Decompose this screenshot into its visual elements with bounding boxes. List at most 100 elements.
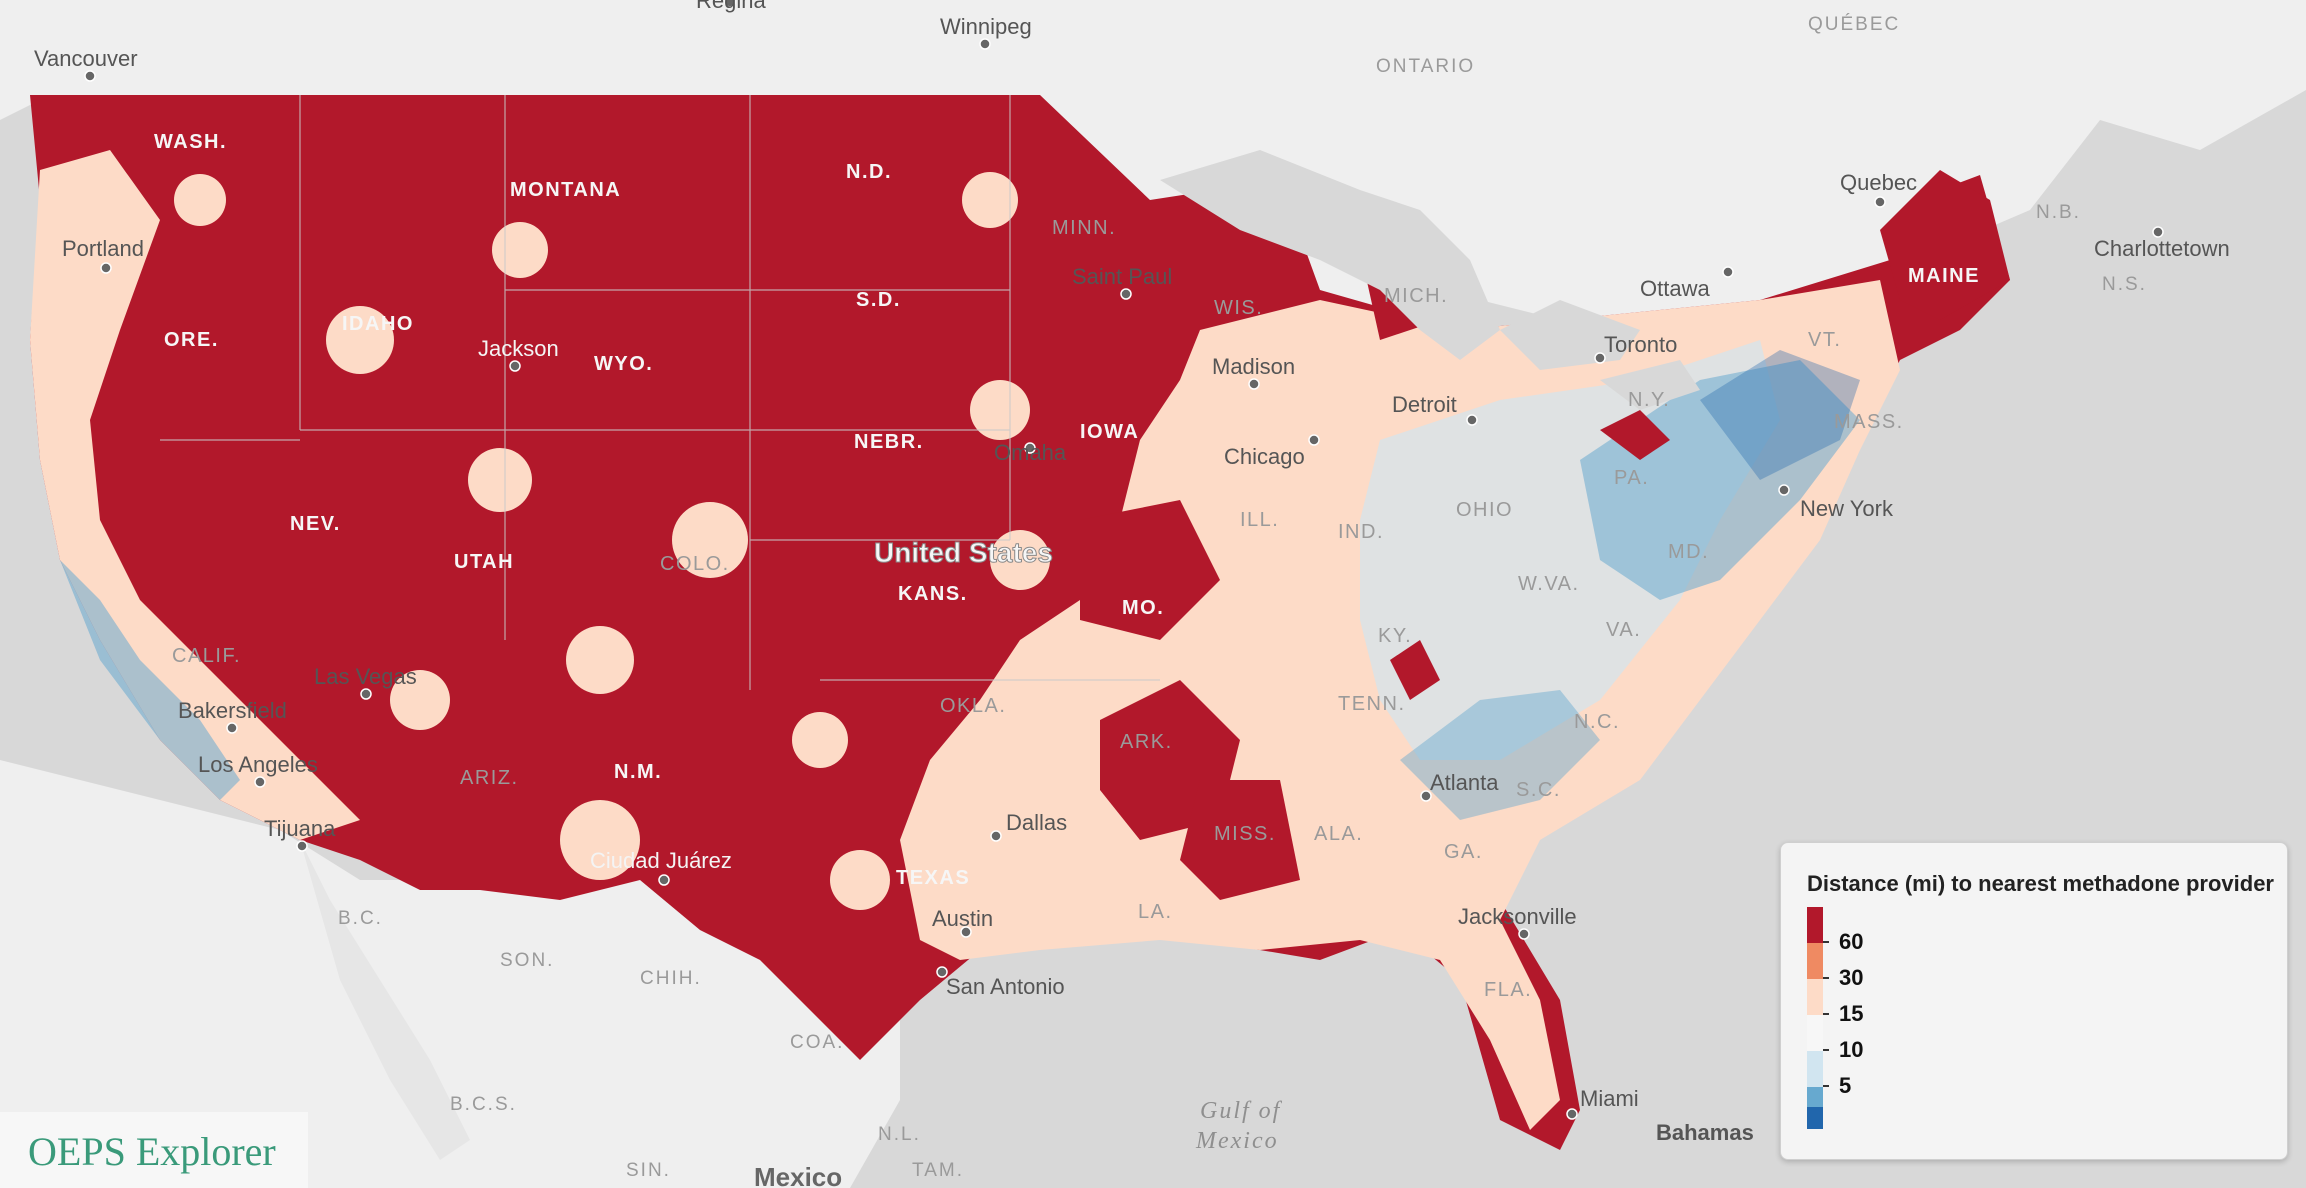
legend-swatch-5	[1807, 1087, 1823, 1107]
state-label-nd: N.D.	[846, 161, 892, 183]
region-label-bc-mx: B.C.	[338, 908, 383, 929]
state-label-mo: MO.	[1122, 597, 1164, 619]
region-label-ns: N.S.	[2102, 274, 2147, 295]
state-label-vt: VT.	[1808, 329, 1841, 351]
state-label-ala: ALA.	[1314, 823, 1363, 845]
state-label-mass: MASS.	[1834, 411, 1904, 433]
mexico-landmass	[0, 760, 920, 1188]
west-coast-light-zone	[30, 150, 360, 840]
state-label-pa: PA.	[1614, 467, 1649, 489]
region-label-quebec: QUÉBEC	[1808, 14, 1900, 35]
mo-red-area	[1080, 500, 1220, 640]
region-label-nl: N.L.	[878, 1124, 921, 1145]
city-label-chicago: Chicago	[1224, 444, 1305, 469]
state-label-nm: N.M.	[614, 761, 662, 783]
brand-logo[interactable]: OEPS Explorer	[0, 1112, 308, 1188]
city-label-ciudad-juarez: Ciudad Juárez	[590, 848, 732, 873]
state-label-wis: WIS.	[1214, 297, 1263, 319]
legend-tick	[1823, 977, 1829, 979]
state-label-idaho: IDAHO	[342, 313, 414, 335]
state-label-sd: S.D.	[856, 289, 901, 311]
legend-tick	[1823, 1049, 1829, 1051]
state-label-nev: NEV.	[290, 513, 341, 535]
city-label-new-york: New York	[1800, 496, 1894, 521]
state-label-nebr: NEBR.	[854, 431, 924, 453]
city-label-jacksonville: Jacksonville	[1458, 904, 1577, 929]
legend-label-60: 60	[1839, 929, 1864, 954]
state-label-ore: ORE.	[164, 329, 219, 351]
region-label-son: SON.	[500, 950, 554, 971]
florida-water-gulf	[900, 920, 1500, 1188]
state-label-ind: IND.	[1338, 521, 1384, 543]
state-label-ga: GA.	[1444, 841, 1483, 863]
legend-label-5: 5	[1839, 1073, 1852, 1098]
baja-peninsula	[300, 840, 470, 1160]
map-legend: Distance (mi) to nearest methadone provi…	[1780, 842, 2288, 1160]
state-label-ohio: OHIO	[1456, 499, 1513, 521]
city-label-miami: Miami	[1580, 1086, 1639, 1111]
city-label-omaha: Omaha	[994, 440, 1067, 465]
water-label-gulf-line2: Mexico	[1195, 1128, 1279, 1154]
city-label-atlanta: Atlanta	[1430, 770, 1499, 795]
city-label-charlottetown: Charlottetown	[2094, 236, 2230, 261]
state-label-mich: MICH.	[1384, 285, 1448, 307]
state-label-wash: WASH.	[154, 131, 227, 153]
legend-label-30: 30	[1839, 965, 1864, 990]
city-markers	[84, 0, 2164, 1120]
brand-title[interactable]: OEPS Explorer	[28, 1129, 276, 1174]
region-label-nb: N.B.	[2036, 202, 2081, 223]
state-borders	[160, 95, 1160, 690]
state-label-kans: KANS.	[898, 583, 968, 605]
country-label-us: United States	[874, 537, 1053, 568]
state-label-ill: ILL.	[1240, 509, 1279, 531]
great-lakes	[1160, 150, 1700, 410]
city-label-vancouver: Vancouver	[34, 46, 138, 71]
city-label-ottawa: Ottawa	[1640, 276, 1710, 301]
legend-swatch-2	[1807, 979, 1823, 1015]
state-label-sc: S.C.	[1516, 779, 1561, 801]
city-label-quebec: Quebec	[1840, 170, 1917, 195]
state-label-ariz: ARIZ.	[460, 767, 519, 789]
city-label-tijuana: Tijuana	[264, 816, 336, 841]
city-label-austin: Austin	[932, 906, 993, 931]
city-label-saint-paul: Saint Paul	[1072, 264, 1172, 289]
region-label-chih: CHIH.	[640, 968, 702, 989]
state-label-ny: N.Y.	[1628, 389, 1670, 411]
legend-swatch-6	[1807, 1107, 1823, 1129]
state-label-montana: MONTANA	[510, 179, 621, 201]
state-label-miss: MISS.	[1214, 823, 1276, 845]
legend-swatch-4	[1807, 1051, 1823, 1087]
state-label-ky: KY.	[1378, 625, 1412, 647]
state-label-wyo: WYO.	[594, 353, 653, 375]
city-label-bahamas: Bahamas	[1656, 1120, 1754, 1145]
state-label-md: MD.	[1668, 541, 1709, 563]
city-label-san-antonio: San Antonio	[946, 974, 1065, 999]
region-label-bcs: B.C.S.	[450, 1094, 517, 1115]
northeast-blue	[1700, 350, 1860, 480]
water-label-gulf-line1: Gulf of	[1200, 1098, 1283, 1124]
state-label-ark: ARK.	[1120, 731, 1173, 753]
west-city-patches	[174, 172, 1050, 910]
tenn-red-area	[1390, 640, 1440, 700]
maine-red-area	[1880, 170, 2010, 320]
city-label-regina: Regina	[696, 0, 766, 13]
legend-title: Distance (mi) to nearest methadone provi…	[1807, 871, 2274, 896]
country-label-mexico: Mexico	[754, 1162, 842, 1188]
city-label-los-angeles: Los Angeles	[198, 752, 318, 777]
legend-swatch-0	[1807, 907, 1823, 943]
city-label-bakersfield: Bakersfield	[178, 698, 287, 723]
city-label-madison: Madison	[1212, 354, 1295, 379]
pa-red-area	[1600, 410, 1670, 460]
state-label-maine: MAINE	[1908, 265, 1980, 287]
legend-tick	[1823, 1013, 1829, 1015]
legend-tick	[1823, 1085, 1829, 1087]
miss-red-area	[1180, 780, 1300, 900]
city-label-jackson: Jackson	[478, 336, 559, 361]
state-label-calif: CALIF.	[172, 645, 241, 667]
region-label-sin: SIN.	[626, 1160, 671, 1181]
city-label-toronto: Toronto	[1604, 332, 1677, 357]
southeast-blue	[1400, 690, 1600, 820]
city-label-dallas: Dallas	[1006, 810, 1067, 835]
legend-label-10: 10	[1839, 1037, 1864, 1062]
